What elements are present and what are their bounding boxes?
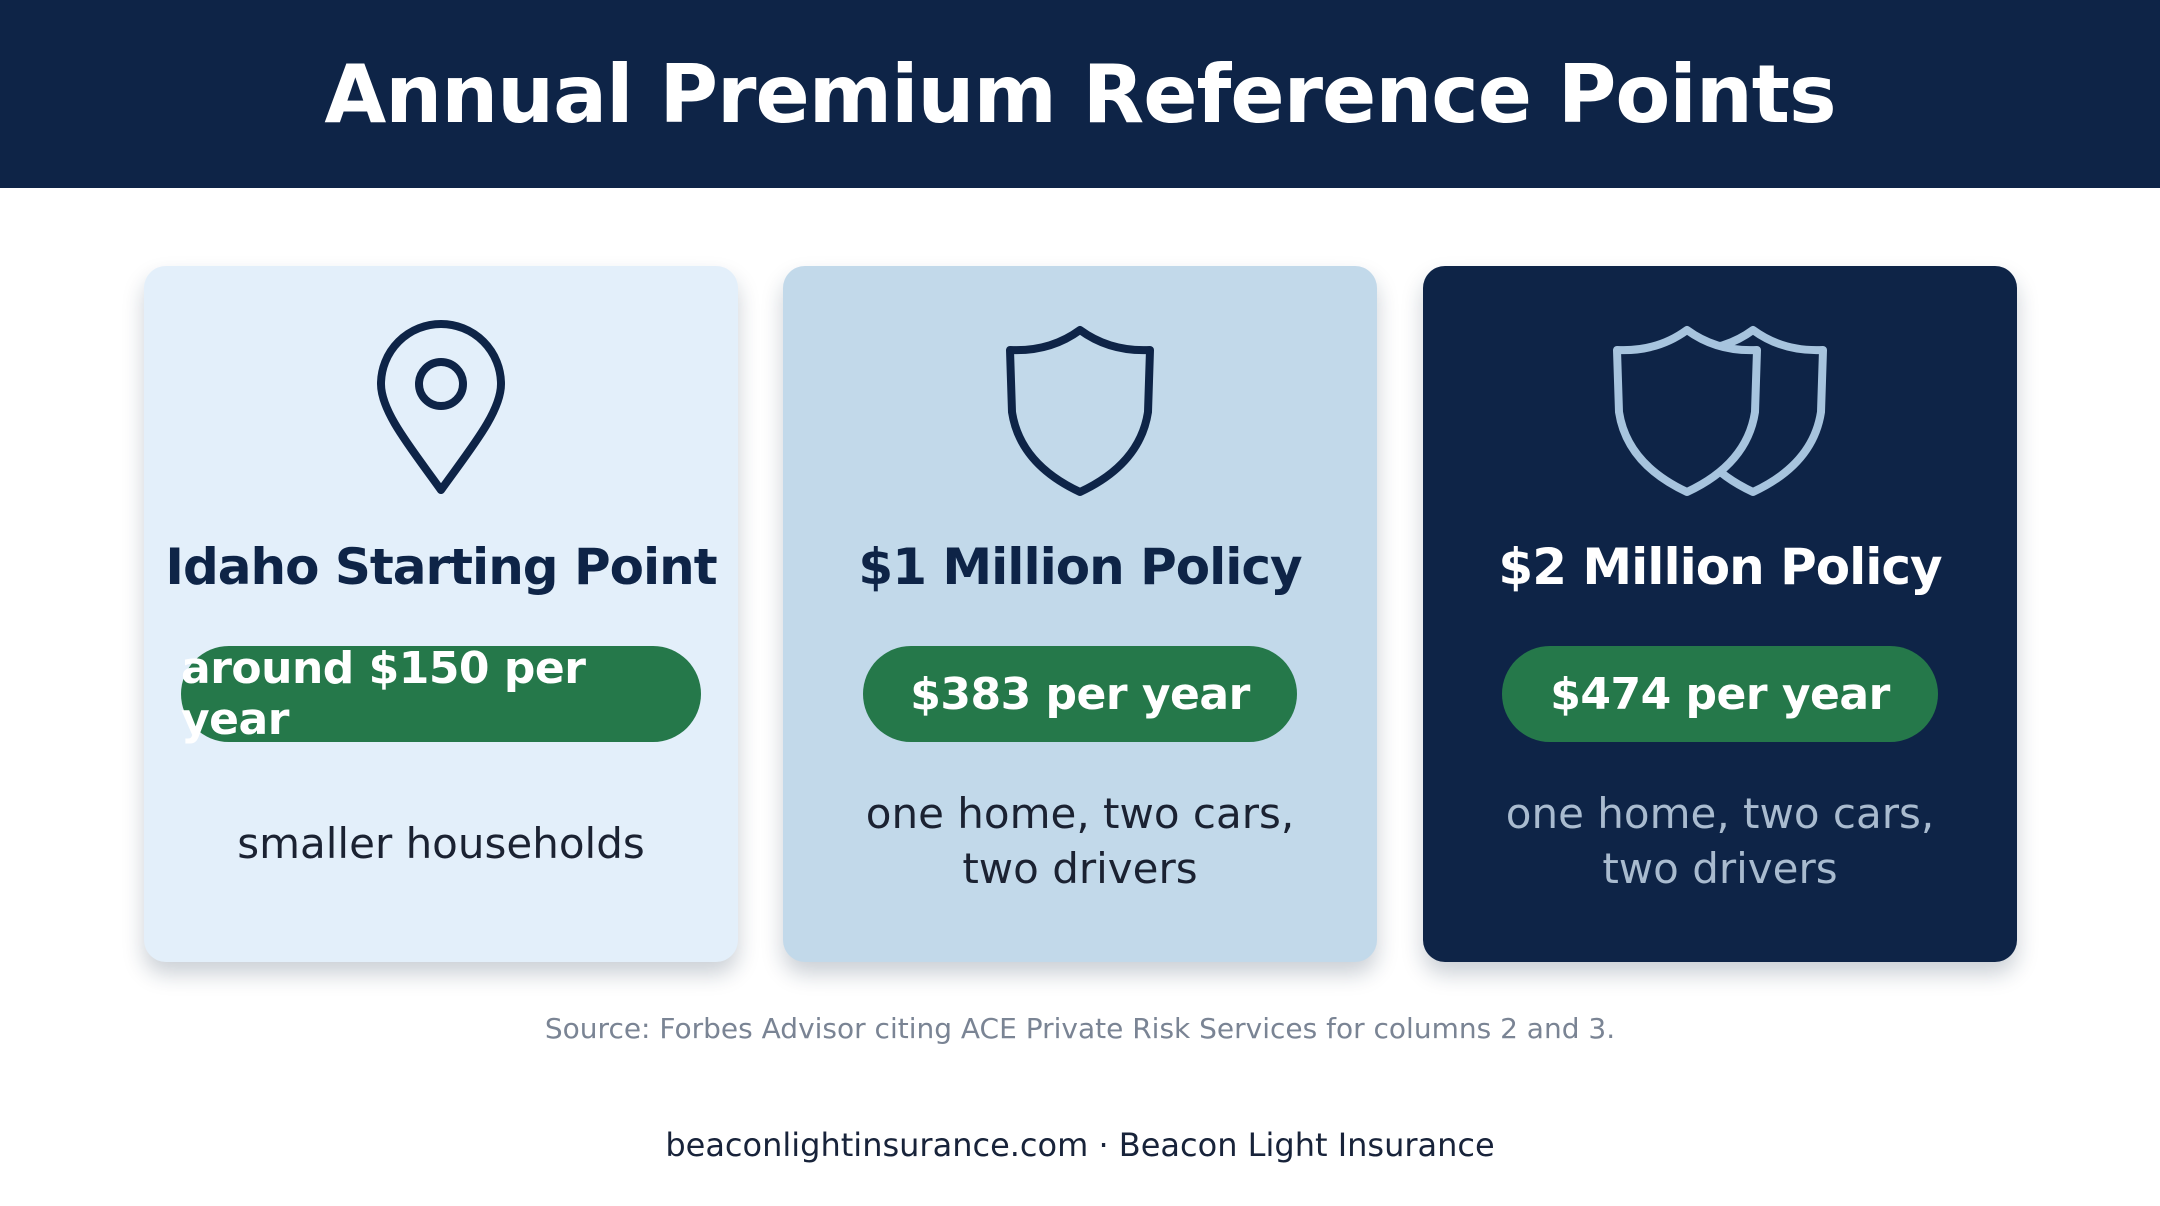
source-note: Source: Forbes Advisor citing ACE Privat… xyxy=(544,1012,1616,1045)
footer-brand: beaconlightinsurance.com · Beacon Light … xyxy=(665,1126,1495,1164)
price-badge: $383 per year xyxy=(863,646,1297,742)
page-header: Annual Premium Reference Points xyxy=(0,0,2160,188)
price-badge: $474 per year xyxy=(1502,646,1938,742)
card-title: $1 Million Policy xyxy=(858,538,1302,596)
card-description: one home, two cars, two drivers xyxy=(1423,786,2017,896)
card-1-million-policy: $1 Million Policy $383 per year one home… xyxy=(783,266,1377,962)
description-line: two drivers xyxy=(1602,844,1838,893)
shield-icon xyxy=(783,320,1377,500)
card-description: smaller households xyxy=(144,816,738,871)
page-title: Annual Premium Reference Points xyxy=(324,47,1836,141)
card-description: one home, two cars, two drivers xyxy=(783,786,1377,896)
description-line: two drivers xyxy=(962,844,1198,893)
card-2-million-policy: $2 Million Policy $474 per year one home… xyxy=(1423,266,2017,962)
description-line: one home, two cars, xyxy=(1505,789,1935,838)
description-line: one home, two cars, xyxy=(865,789,1295,838)
description-line: smaller households xyxy=(237,819,645,868)
location-pin-icon xyxy=(144,320,738,500)
card-title: Idaho Starting Point xyxy=(165,538,717,596)
card-idaho-starting-point: Idaho Starting Point around $150 per yea… xyxy=(144,266,738,962)
card-title: $2 Million Policy xyxy=(1498,538,1942,596)
double-shield-icon xyxy=(1423,320,2017,500)
price-badge: around $150 per year xyxy=(181,643,701,745)
